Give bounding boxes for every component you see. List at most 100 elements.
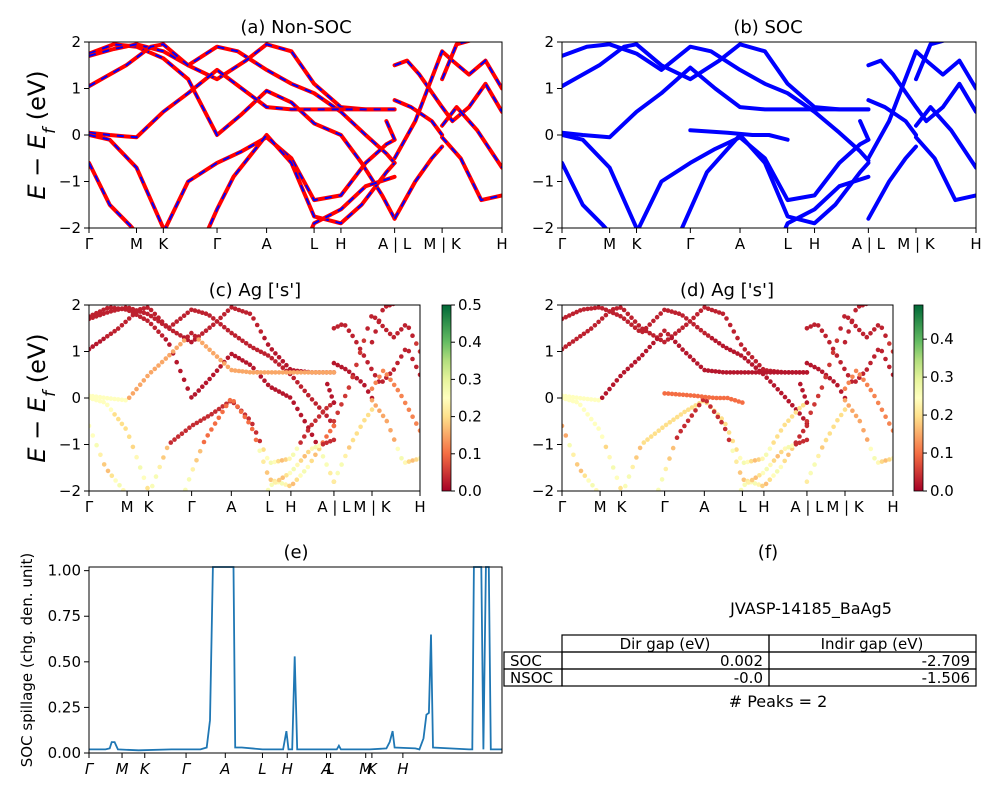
scatter-point-c-52 (276, 389, 282, 394)
panel-e-spillage: (e) 0.000.250.500.751.00Γ M K Γ A L H AL MK H SOC… (18, 542, 503, 778)
scatter-point-c-331 (250, 421, 255, 427)
scatter-point-c-410 (313, 444, 318, 450)
scatter-point-c-514 (369, 339, 375, 345)
scatter-point-d-74 (581, 331, 587, 337)
scatter-point-d-208 (574, 462, 580, 467)
scatter-point-d-153 (621, 370, 627, 375)
scatter-point-c-95 (185, 310, 190, 316)
scatter-point-c-471 (406, 325, 412, 331)
scatter-point-d-315 (760, 483, 765, 489)
scatter-point-c-188 (276, 355, 282, 360)
scatter-point-c-366 (223, 403, 229, 409)
scatter-point-d-468 (842, 339, 848, 345)
scatter-point-c-32 (203, 380, 209, 386)
scatter-point-c-258 (284, 370, 289, 375)
scatter-point-d-28 (662, 307, 667, 313)
scatter-point-d-166 (669, 335, 674, 341)
scatter-point-d-50 (742, 355, 748, 361)
scatter-point-d-32 (676, 311, 682, 317)
scatter-point-d-328 (662, 391, 667, 396)
scatter-point-c-220 (145, 373, 150, 379)
scatter-point-c-446 (354, 375, 360, 381)
scatter-point-c-347 (309, 422, 315, 428)
scatter-point-c-158 (167, 326, 172, 332)
scatter-point-c-499 (417, 428, 420, 433)
scatter-point-c-498 (414, 421, 419, 426)
scatter-point-d-379 (838, 360, 843, 365)
ytick-label-b-0: −2 (532, 219, 554, 237)
scatter-point-c-228 (174, 345, 179, 351)
scatter-point-d-230 (614, 475, 620, 481)
scatter-point-c-184 (262, 335, 267, 341)
scatter-point-c-299 (145, 485, 150, 491)
scatter-point-d-161 (651, 340, 656, 346)
scatter-point-c-420 (346, 328, 352, 334)
scatter-point-d-192 (764, 370, 769, 375)
scatter-point-d-345 (725, 395, 730, 401)
scatter-point-d-44 (720, 343, 726, 349)
scatter-point-d-339 (703, 394, 708, 400)
scatter-point-d-177 (709, 368, 715, 374)
scatter-point-c-209 (105, 395, 110, 401)
scatter-point-c-518 (383, 305, 389, 309)
scatter-point-c-377 (264, 470, 270, 475)
scatter-point-c-172 (218, 315, 223, 321)
scatter-point-c-174 (225, 308, 231, 314)
scatter-point-c-3 (97, 309, 103, 314)
scatter-point-c-488 (377, 374, 382, 380)
scatter-point-d-2 (567, 313, 572, 318)
band-overlay-a-5 (89, 134, 165, 228)
scatter-point-d-170 (684, 350, 689, 356)
scatter-point-c-262 (298, 370, 304, 375)
scatter-point-c-256 (276, 370, 282, 375)
band-b-9 (866, 58, 976, 124)
xtick-label-b-9: H (970, 235, 981, 253)
scatter-point-d-244 (652, 431, 658, 437)
scatter-point-c-210 (108, 396, 114, 401)
scatter-point-d-332 (677, 392, 682, 397)
xtick-label-b-6: H (809, 235, 820, 253)
scatter-point-c-448 (362, 382, 367, 388)
scatter-point-d-141 (578, 395, 583, 401)
scatter-point-d-477 (800, 388, 805, 393)
scatter-point-c-497 (410, 414, 415, 420)
scatter-point-c-229 (178, 341, 183, 347)
scatter-point-d-290 (667, 456, 672, 461)
scatter-point-c-144 (115, 326, 121, 331)
scatter-point-c-237 (207, 347, 212, 353)
scatter-point-c-263 (302, 370, 308, 375)
scatter-point-c-489 (380, 368, 386, 374)
scatter-point-d-411 (827, 362, 832, 368)
scatter-point-d-273 (760, 456, 765, 462)
gap-table: Dir gap (eV) Indir gap (eV) SOC 0.002 -2… (503, 634, 977, 687)
scatter-point-c-424 (361, 353, 367, 358)
ytick-label-d-4: 2 (544, 296, 554, 314)
scatter-point-d-140 (574, 395, 579, 401)
ytick-label-d-1: −1 (532, 436, 554, 454)
scatter-point-d-229 (610, 465, 616, 470)
scatter-point-c-308 (164, 445, 170, 451)
xtick-label-d-3: Γ (660, 498, 669, 516)
scatter-point-d-205 (563, 433, 569, 438)
scatter-point-d-415 (842, 314, 847, 319)
scatter-point-d-168 (676, 343, 682, 349)
scatter-point-d-31 (673, 310, 678, 316)
scatter-point-c-369 (235, 404, 240, 409)
scatter-point-c-134 (328, 418, 333, 424)
scatter-point-c-413 (324, 440, 329, 446)
scatter-point-c-38 (225, 355, 231, 361)
scatter-point-d-462 (872, 456, 877, 461)
scatter-point-d-49 (738, 353, 744, 358)
scatter-point-c-403 (287, 470, 293, 476)
scatter-point-d-45 (724, 345, 729, 351)
peaks-count: # Peaks = 2 (729, 692, 828, 711)
scatter-point-d-314 (756, 482, 761, 487)
scatter-point-c-378 (268, 477, 274, 483)
scatter-point-d-342 (714, 395, 719, 401)
scatter-point-c-443 (343, 366, 348, 372)
scatter-point-d-318 (771, 473, 776, 478)
scatter-point-d-89 (636, 323, 642, 328)
scatter-point-d-116 (735, 335, 740, 341)
scatter-point-d-268 (741, 460, 747, 466)
scatter-point-c-29 (192, 392, 198, 397)
